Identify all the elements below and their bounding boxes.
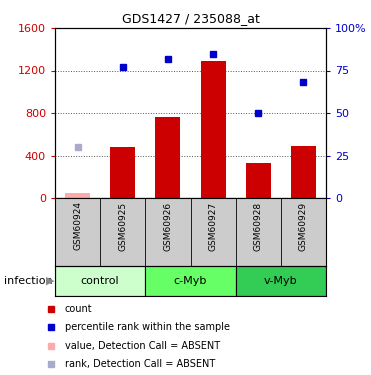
Text: GSM60924: GSM60924 bbox=[73, 201, 82, 250]
Bar bbox=[155, 117, 180, 198]
Bar bbox=[145, 266, 236, 296]
Text: control: control bbox=[81, 276, 119, 286]
Bar bbox=[65, 193, 90, 198]
Text: GSM60928: GSM60928 bbox=[254, 201, 263, 250]
Text: GSM60925: GSM60925 bbox=[118, 201, 127, 250]
Bar bbox=[55, 266, 145, 296]
Text: v-Myb: v-Myb bbox=[264, 276, 298, 286]
Text: rank, Detection Call = ABSENT: rank, Detection Call = ABSENT bbox=[65, 359, 215, 369]
Bar bbox=[246, 163, 271, 198]
Bar bbox=[236, 266, 326, 296]
Bar bbox=[201, 61, 226, 198]
Title: GDS1427 / 235088_at: GDS1427 / 235088_at bbox=[122, 12, 259, 26]
Text: ▶: ▶ bbox=[46, 276, 54, 286]
Bar bbox=[291, 146, 316, 198]
Text: GSM60927: GSM60927 bbox=[209, 201, 217, 250]
Text: percentile rank within the sample: percentile rank within the sample bbox=[65, 322, 230, 332]
Text: GSM60929: GSM60929 bbox=[299, 201, 308, 250]
Bar bbox=[110, 147, 135, 198]
Text: GSM60926: GSM60926 bbox=[163, 201, 173, 250]
Text: value, Detection Call = ABSENT: value, Detection Call = ABSENT bbox=[65, 340, 220, 351]
Text: infection: infection bbox=[4, 276, 53, 286]
Text: count: count bbox=[65, 304, 92, 314]
Text: c-Myb: c-Myb bbox=[174, 276, 207, 286]
